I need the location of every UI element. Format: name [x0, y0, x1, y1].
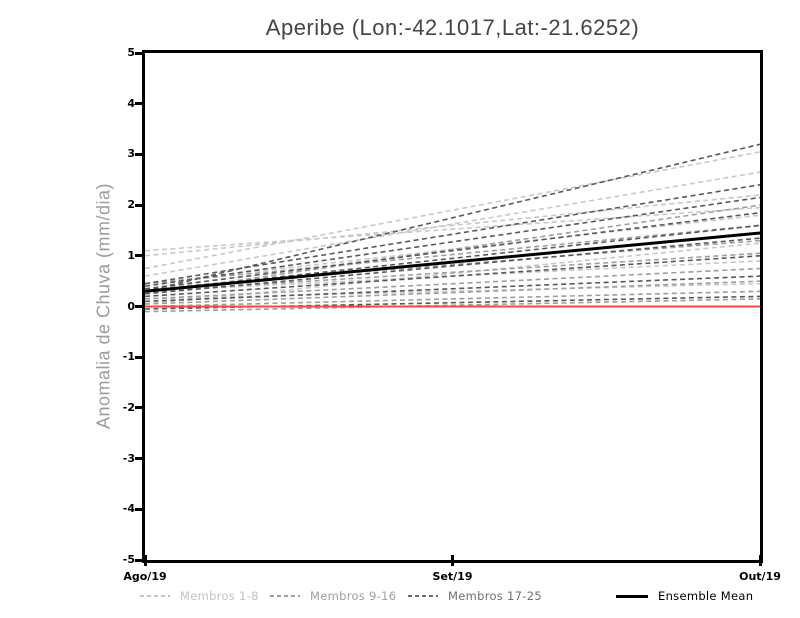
plot-area: [142, 50, 763, 563]
ensemble-member-line: [145, 290, 760, 308]
y-tick-mark: [135, 305, 142, 308]
legend-label: Membros 1-8: [180, 589, 259, 603]
ensemble-member-line: [145, 206, 760, 252]
x-tick-mark: [451, 555, 454, 566]
ensemble-member-line: [145, 298, 760, 313]
legend: Membros 1-8 Membros 9-16 Membros 17-25 Ense…: [0, 588, 800, 608]
y-tick-label: -1: [122, 350, 135, 364]
ensemble-member-line: [145, 211, 760, 290]
y-tick-label: 1: [127, 248, 135, 262]
y-tick-label: -4: [122, 502, 135, 516]
y-tick-label: 4: [127, 96, 135, 110]
y-tick-label: 5: [127, 46, 135, 59]
legend-item: Membros 1-8: [140, 588, 259, 604]
y-tick-mark: [135, 152, 142, 156]
y-tick-label: 0: [127, 299, 135, 313]
ensemble-member-line: [145, 171, 760, 277]
legend-swatch-solid: [616, 594, 648, 598]
ensemble-member-line: [145, 275, 760, 303]
legend-swatch-dashed: [270, 595, 300, 597]
legend-item: Ensemble Mean: [616, 588, 753, 604]
legend-item: Membros 9-16: [270, 588, 396, 604]
y-tick-mark: [135, 406, 142, 410]
y-tick-label: -3: [122, 451, 135, 465]
y-tick-label: -5: [122, 553, 135, 566]
y-tick-mark: [135, 51, 142, 55]
legend-label: Ensemble Mean: [658, 589, 754, 603]
y-tick-mark: [135, 507, 142, 511]
y-tick-mark: [135, 457, 142, 461]
x-tick-label: Out/19: [739, 570, 781, 583]
plot-lines-svg: [145, 143, 760, 313]
ensemble-mean-line: [145, 231, 760, 293]
y-tick-label: -2: [122, 400, 135, 414]
ensemble-member-line: [145, 237, 760, 295]
y-tick-mark: [135, 254, 142, 258]
y-tick-mark: [135, 102, 142, 106]
ensemble-member-line: [145, 224, 760, 285]
y-tick-mark: [135, 203, 142, 207]
ensemble-member-line: [145, 280, 760, 305]
y-tick-mark: [135, 355, 142, 359]
legend-swatch-dashed: [408, 595, 438, 597]
ensemble-member-line: [145, 282, 760, 300]
x-tick-mark: [758, 555, 762, 566]
legend-item: Membros 17-25: [408, 588, 542, 604]
legend-swatch-dashed: [140, 595, 170, 597]
y-tick-label: 3: [127, 147, 135, 161]
chart-title: Aperibe (Lon:-42.1017,Lat:-21.6252): [265, 15, 640, 40]
ensemble-member-line: [145, 196, 760, 287]
y-tick-mark: [135, 558, 142, 562]
ensemble-member-line: [145, 194, 760, 257]
ensemble-member-line: [145, 204, 760, 295]
legend-label: Membros 17-25: [448, 589, 542, 603]
legend-label: Membros 9-16: [310, 589, 397, 603]
ensemble-member-line: [145, 184, 760, 285]
x-tick-label: Ago/19: [123, 570, 167, 583]
ensemble-member-line: [145, 151, 760, 270]
ensemble-member-line: [145, 255, 760, 298]
x-tick-mark: [143, 555, 147, 566]
y-tick-label: 2: [127, 198, 135, 212]
x-tick-label: Set/19: [432, 570, 473, 583]
ensemble-member-line: [145, 267, 760, 300]
